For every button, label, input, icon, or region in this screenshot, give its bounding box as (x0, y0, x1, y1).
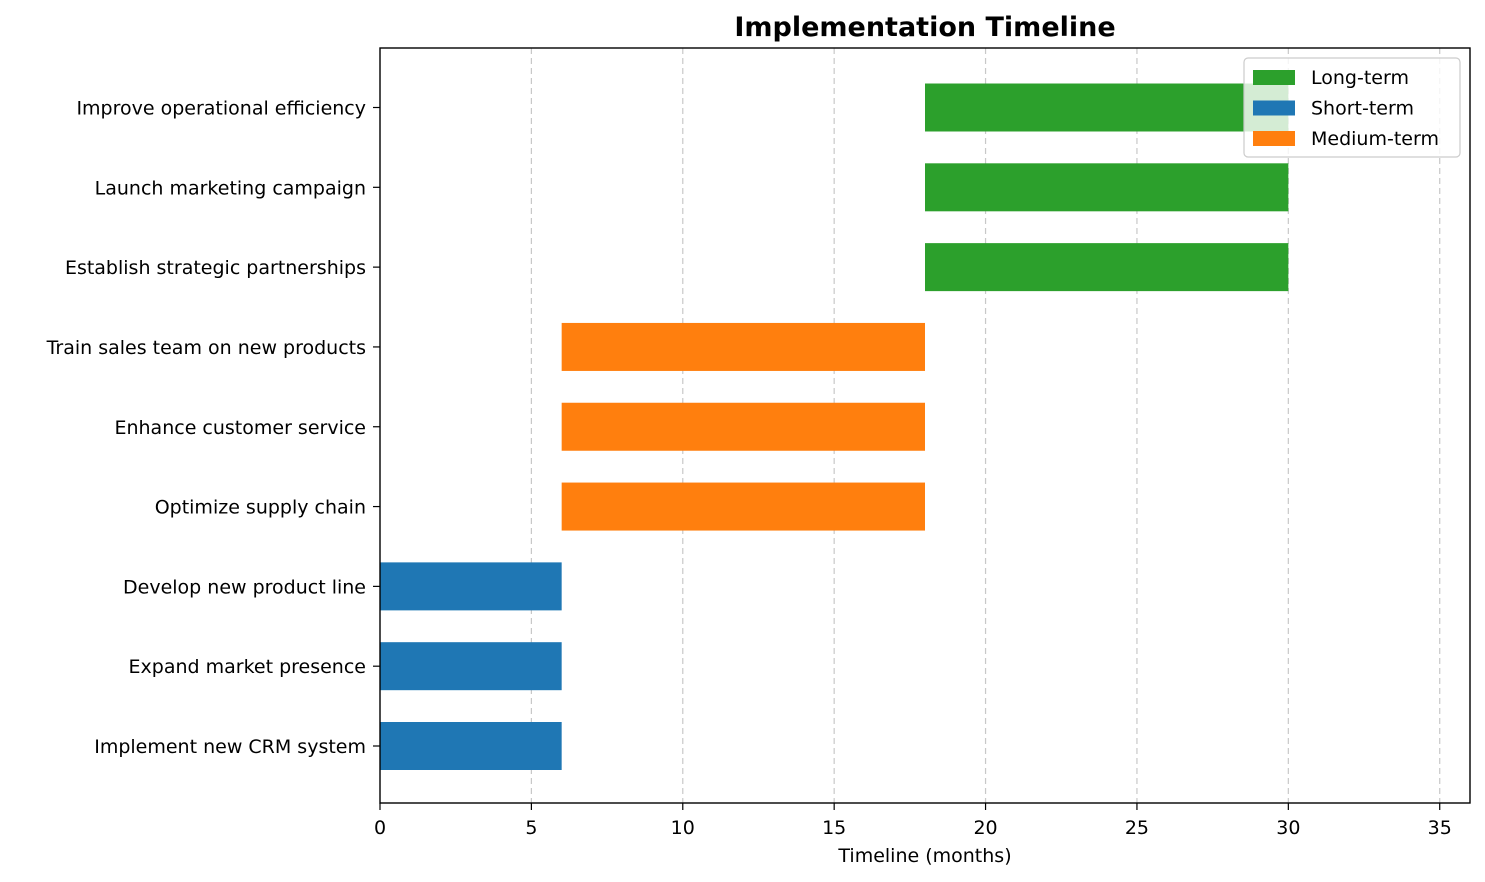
y-tick-label: Establish strategic partnerships (65, 257, 366, 279)
x-tick-label: 5 (525, 817, 537, 839)
y-tick-label: Improve operational efficiency (76, 98, 366, 120)
task-bar (380, 642, 562, 691)
task-bar (925, 83, 1289, 132)
y-tick-label: Enhance customer service (114, 417, 366, 439)
x-axis-label: Timeline (months) (837, 845, 1011, 867)
legend-label: Long-term (1311, 67, 1409, 89)
legend-label: Short-term (1311, 98, 1414, 120)
x-tick-label: 30 (1276, 817, 1300, 839)
y-tick-label: Develop new product line (123, 576, 366, 598)
y-tick-label: Launch marketing campaign (95, 177, 366, 199)
task-bar (380, 722, 562, 770)
bar-layer (380, 83, 1289, 770)
task-bar (561, 322, 925, 371)
task-bar (925, 243, 1289, 292)
chart-title: Implementation Timeline (734, 12, 1115, 43)
legend-items: Long-term Short-term Medium-term (1253, 67, 1439, 150)
x-tick-label: 35 (1428, 817, 1452, 839)
x-tick-label: 10 (671, 817, 695, 839)
task-bar (561, 402, 925, 451)
y-tick-label: Optimize supply chain (155, 497, 366, 519)
legend-box (1243, 57, 1461, 158)
task-bar (380, 562, 562, 611)
y-tick-label: Expand market presence (129, 656, 366, 678)
x-axis-ticks: 0 5 10 15 20 25 30 35 (374, 803, 1452, 839)
x-tick-label: 25 (1125, 817, 1149, 839)
task-bar (561, 482, 925, 531)
y-tick-label: Implement new CRM system (94, 736, 366, 758)
x-tick-label: 0 (374, 817, 386, 839)
plot-frame (379, 47, 1471, 804)
legend-swatch (1253, 131, 1295, 146)
task-bar (925, 163, 1289, 212)
x-tick-label: 15 (822, 817, 846, 839)
y-tick-label: Train sales team on new products (46, 337, 366, 359)
y-axis-ticks: Implement new CRM system Expand market pr… (46, 98, 380, 758)
x-tick-label: 20 (973, 817, 997, 839)
legend: Long-term Short-term Medium-term (1243, 57, 1461, 158)
legend-swatch (1253, 100, 1295, 116)
legend-label: Medium-term (1311, 128, 1439, 150)
legend-swatch (1253, 70, 1295, 85)
